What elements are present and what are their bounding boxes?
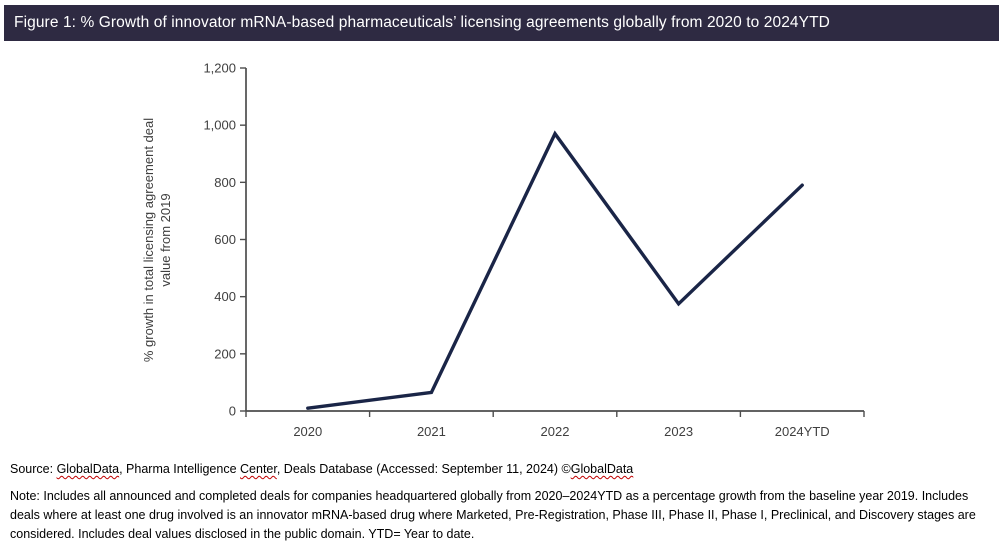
y-tick-label: 400 bbox=[214, 289, 236, 304]
x-tick-label: 2020 bbox=[293, 424, 322, 439]
y-tick-label: 600 bbox=[214, 232, 236, 247]
misspelled-word: GlobalData bbox=[56, 462, 120, 476]
figure-title-bar: Figure 1: % Growth of innovator mRNA-bas… bbox=[4, 5, 999, 41]
source-text: Source: GlobalData, Pharma Intelligence … bbox=[10, 462, 633, 476]
data-line bbox=[306, 130, 804, 410]
figure-title: Figure 1: % Growth of innovator mRNA-bas… bbox=[14, 14, 830, 31]
source-text-segment: , Deals Database (Accessed: September 11… bbox=[276, 462, 571, 476]
source-text-segment: Source: bbox=[10, 462, 57, 476]
y-tick-label: 200 bbox=[214, 346, 236, 361]
line-chart: 0 200 400 600 800 1,000 1,200 2020 2021 2022 2023 2… bbox=[203, 61, 865, 439]
misspelled-word: GlobalData bbox=[570, 462, 634, 476]
y-tick-label: 1,000 bbox=[203, 118, 236, 133]
note-text: Note: Includes all announced and complet… bbox=[10, 489, 976, 541]
x-tick-label: 2021 bbox=[417, 424, 446, 439]
y-axis-title-line-2: value from 2019 bbox=[158, 193, 173, 287]
y-tick-label: 1,200 bbox=[203, 61, 236, 76]
x-tick-label: 2022 bbox=[541, 424, 570, 439]
y-tick-label: 0 bbox=[229, 404, 236, 419]
x-tick-label: 2023 bbox=[664, 424, 693, 439]
misspelled-word: Center bbox=[240, 462, 277, 476]
y-tick-label: 800 bbox=[214, 175, 236, 190]
source-text-segment: , Pharma Intelligence bbox=[119, 462, 241, 476]
x-tick-label: 2024YTD bbox=[775, 424, 830, 439]
y-axis-title-line-1: % growth in total licensing agreement de… bbox=[141, 117, 156, 363]
y-axis-title: % growth in total licensing agreement de… bbox=[140, 118, 174, 362]
